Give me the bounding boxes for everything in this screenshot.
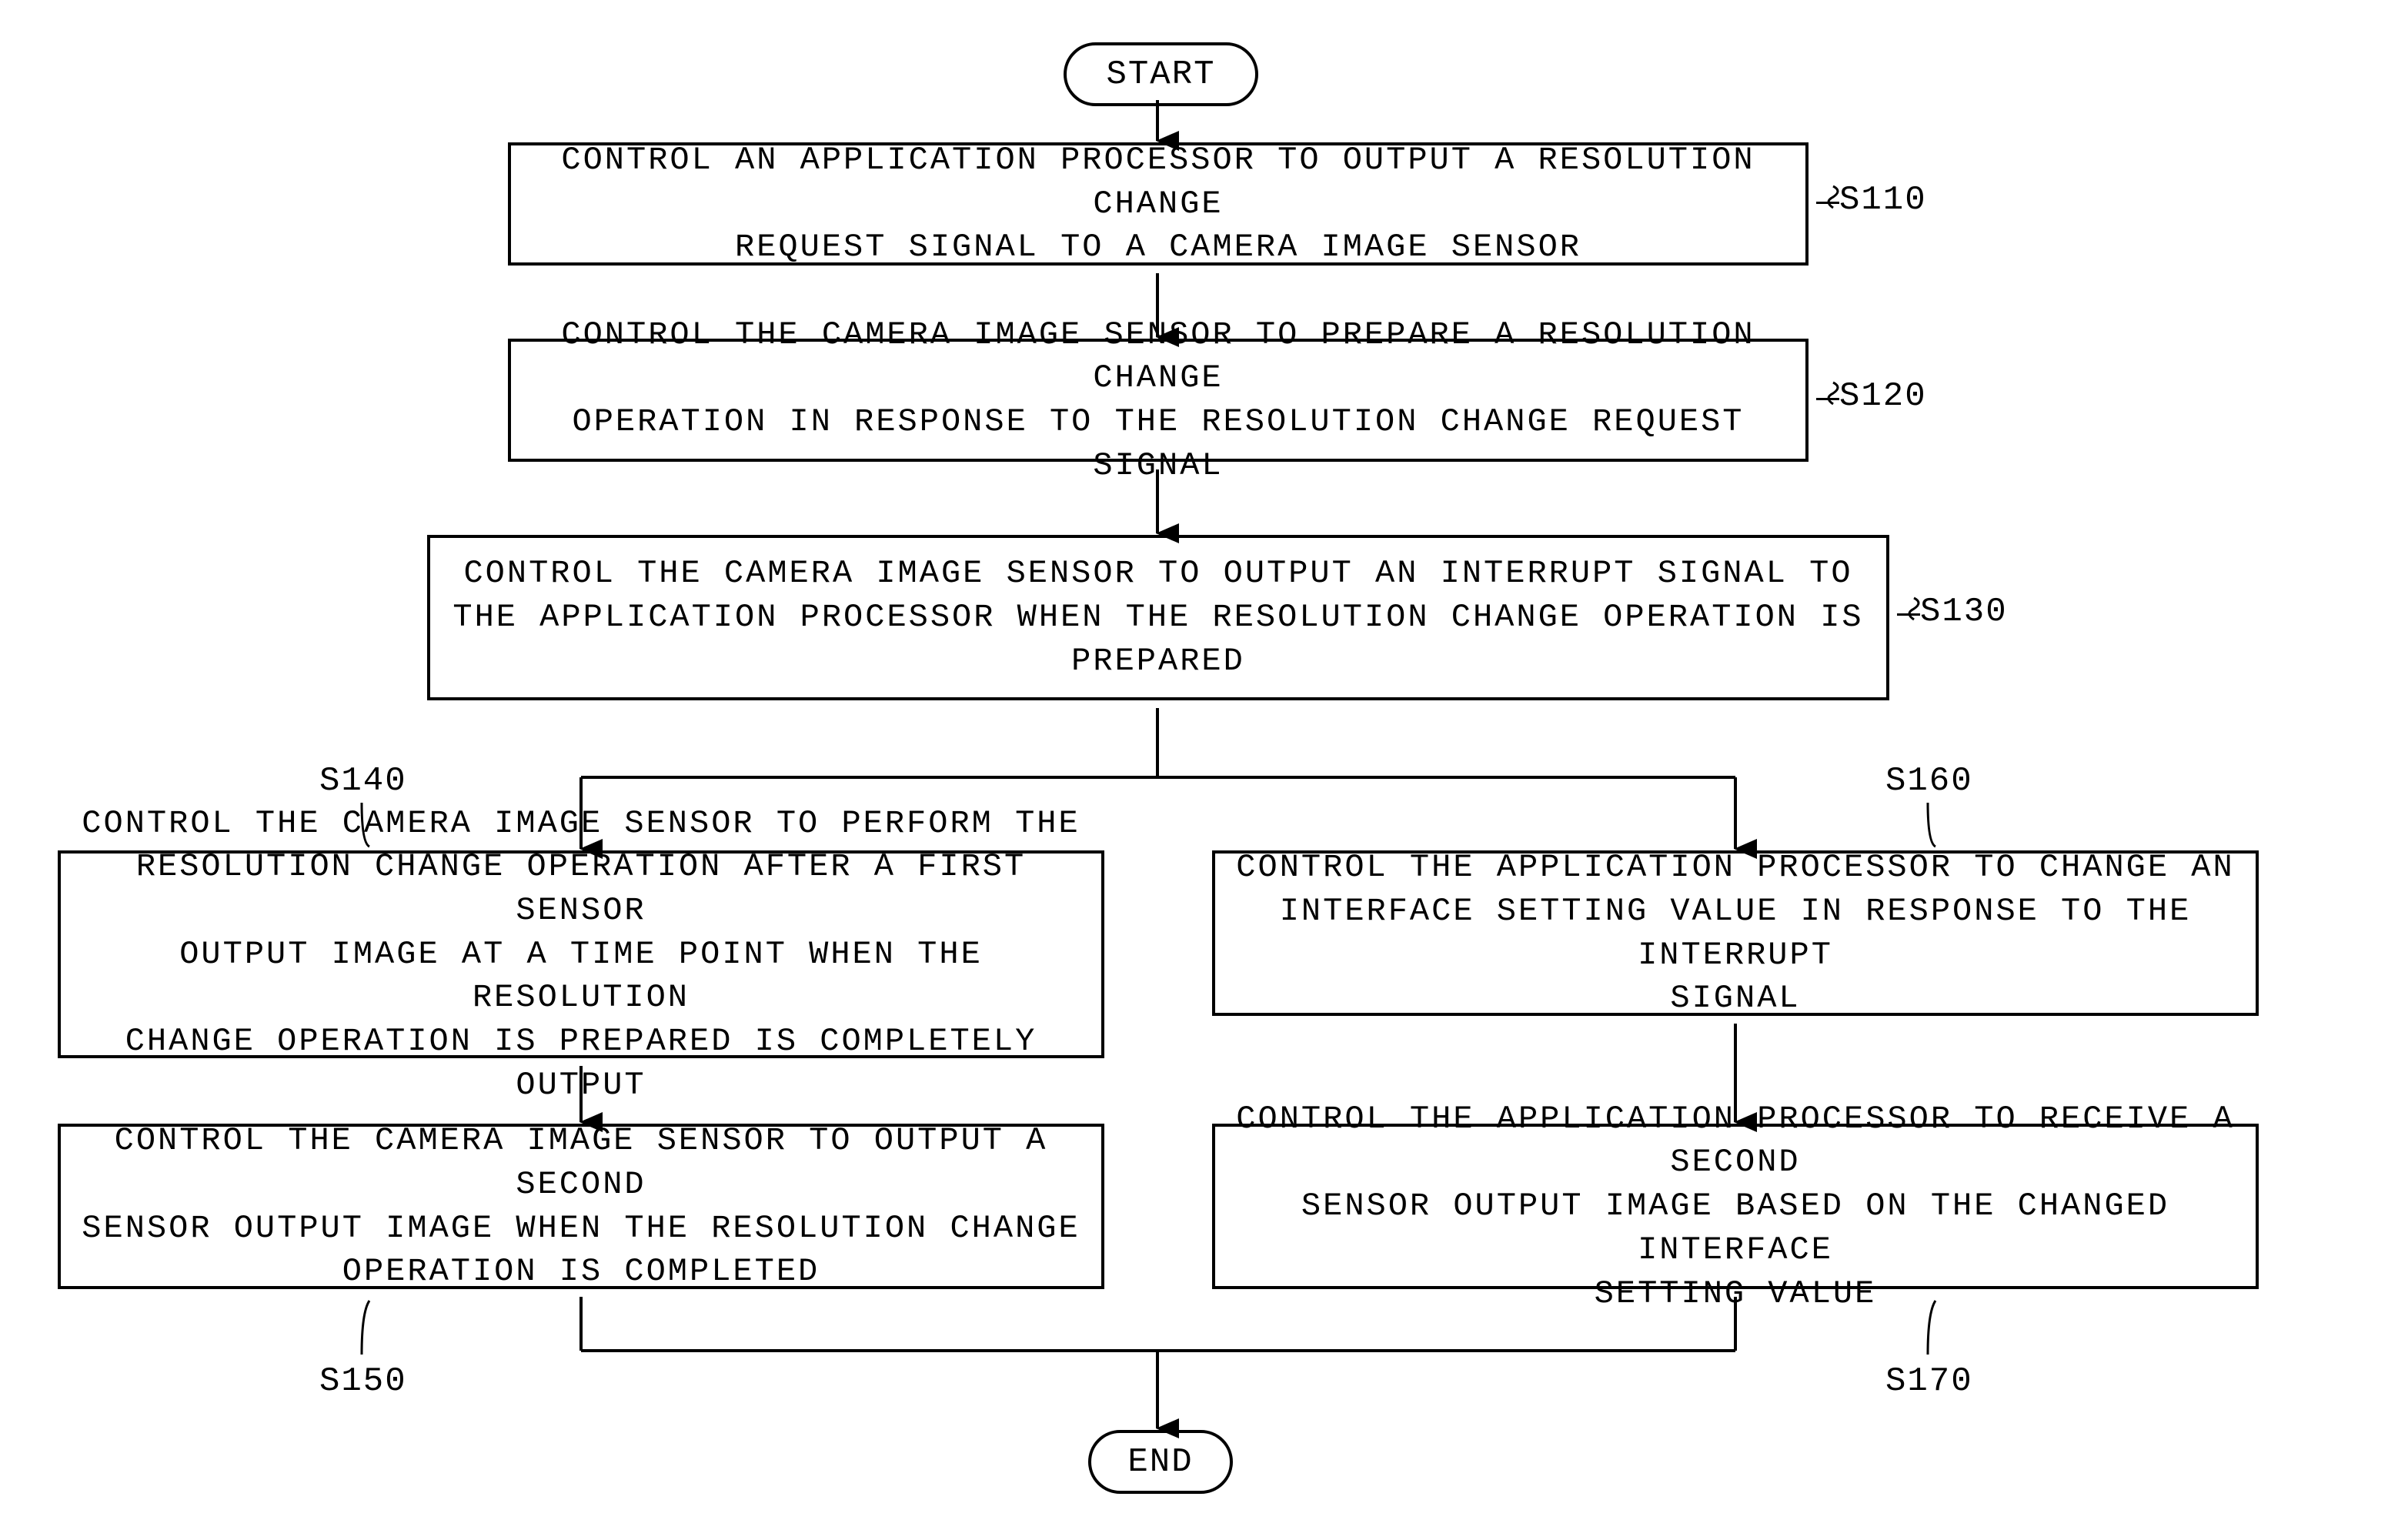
flowchart-canvas: START CONTROL AN APPLICATION PROCESSOR T… [0,0,2398,1540]
step-s150-text: CONTROL THE CAMERA IMAGE SENSOR TO OUTPU… [79,1119,1083,1294]
step-s150: CONTROL THE CAMERA IMAGE SENSOR TO OUTPU… [58,1124,1104,1289]
step-s130-text: CONTROL THE CAMERA IMAGE SENSOR TO OUTPU… [453,552,1863,683]
step-s140-text: CONTROL THE CAMERA IMAGE SENSOR TO PERFO… [79,802,1083,1107]
label-s160: S160 [1885,762,1973,800]
step-s140: CONTROL THE CAMERA IMAGE SENSOR TO PERFO… [58,850,1104,1058]
step-s170: CONTROL THE APPLICATION PROCESSOR TO REC… [1212,1124,2259,1289]
label-s140: S140 [319,762,407,800]
start-text: START [1106,55,1215,94]
step-s170-text: CONTROL THE APPLICATION PROCESSOR TO REC… [1234,1097,2237,1315]
lead-s110 [1816,202,1839,204]
label-s170: S170 [1885,1362,1973,1401]
step-s120: CONTROL THE CAMERA IMAGE SENSOR TO PREPA… [508,339,1809,462]
label-s120: S120 [1839,377,1927,416]
step-s130: CONTROL THE CAMERA IMAGE SENSOR TO OUTPU… [427,535,1889,700]
label-s110: S110 [1839,181,1927,219]
step-s160: CONTROL THE APPLICATION PROCESSOR TO CHA… [1212,850,2259,1016]
lead-s130 [1897,613,1920,616]
step-s110: CONTROL AN APPLICATION PROCESSOR TO OUTP… [508,142,1809,266]
step-s160-text: CONTROL THE APPLICATION PROCESSOR TO CHA… [1234,846,2237,1021]
lead-s120 [1816,398,1839,400]
label-s130: S130 [1920,593,2008,631]
label-s150: S150 [319,1362,407,1401]
end-terminator: END [1088,1430,1233,1494]
start-terminator: START [1064,42,1258,106]
end-text: END [1127,1443,1193,1482]
step-s110-text: CONTROL AN APPLICATION PROCESSOR TO OUTP… [529,139,1787,269]
step-s120-text: CONTROL THE CAMERA IMAGE SENSOR TO PREPA… [529,313,1787,488]
